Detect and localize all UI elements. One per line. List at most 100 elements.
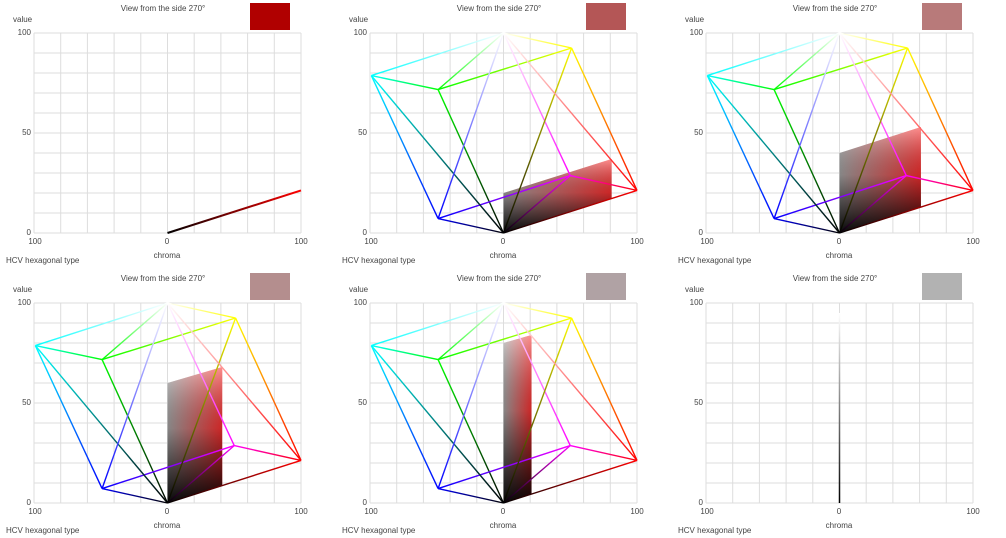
hexagon-edge-K-M: [839, 175, 907, 234]
hexagon-edge-K-G: [437, 89, 505, 234]
hexagon-edge-B-M: [437, 174, 571, 220]
plot-svg: [369, 32, 638, 234]
plot-svg: [705, 302, 974, 504]
hexagon-edge-B-M: [437, 444, 571, 490]
x-tick-label: 0: [836, 507, 842, 516]
hexagon-edge-K-R: [503, 459, 638, 504]
hexagon-edge-C-W: [35, 302, 168, 347]
hexagon-edge-B-C: [34, 345, 103, 489]
hexagon-edge-K-B: [773, 217, 840, 234]
hexagon-edge-R-M: [570, 174, 638, 192]
hexagon-edge-Y-W: [839, 32, 908, 49]
y-tick-label: 50: [694, 128, 703, 137]
hexagon-edge-G-Y: [437, 317, 572, 361]
plot-svg: [33, 302, 302, 504]
color-swatch: [586, 273, 626, 300]
color-point-cloud-shading: [839, 127, 921, 233]
hexagon-edge-G-C: [35, 344, 103, 361]
hexagon-edge-Y-W: [167, 302, 236, 319]
x-tick-label: 100: [966, 237, 980, 246]
hexagon-edge-W-R: [502, 32, 638, 191]
x-axis-label: chroma: [825, 251, 853, 260]
y-axis-label: value: [349, 15, 369, 24]
hexagon-edge-K-Y: [166, 317, 237, 504]
hexagon-edge-K-Y: [502, 317, 573, 504]
x-tick-label: 100: [294, 237, 308, 246]
panel-title: View from the side 270°: [456, 4, 542, 13]
model-type-label: HCV hexagonal type: [6, 526, 80, 535]
hexagon-edge-R-M: [906, 174, 974, 192]
hexagon-edge-W-R: [838, 32, 974, 191]
y-tick-label: 50: [358, 128, 367, 137]
x-tick-label: 100: [700, 237, 714, 246]
hexagon-edge-W-B: [101, 302, 169, 489]
x-tick-label: 0: [164, 507, 170, 516]
color-swatch: [250, 3, 290, 30]
y-tick-label: 0: [362, 498, 367, 507]
hexagon-edge-K-R: [839, 189, 974, 234]
y-tick-label: 100: [17, 298, 31, 307]
hexagon-edge-Y-W: [503, 302, 572, 319]
x-tick-label: 100: [364, 507, 378, 516]
hexagon-edge-W-R: [502, 302, 638, 461]
hexagon-edge-W-G: [437, 32, 504, 91]
hexagon-edge-K-Y: [838, 47, 909, 234]
hexagon-edge-M-W: [166, 302, 235, 446]
hexagon-edge-B-C: [370, 345, 439, 489]
hexagon-edge-K-R: [503, 189, 638, 234]
hexagon-edge-G-C: [371, 74, 439, 91]
y-tick-label: 100: [353, 28, 367, 37]
x-tick-label: 100: [28, 507, 42, 516]
panel-title: View from the side 270°: [120, 274, 206, 283]
y-tick-label: 50: [22, 128, 31, 137]
hexagon-edge-R-M: [234, 444, 302, 462]
plot-svg: [369, 302, 638, 504]
y-axis-label: value: [685, 15, 705, 24]
hexagon-edge-W-B: [773, 32, 841, 219]
x-tick-label: 100: [700, 507, 714, 516]
panel-title: View from the side 270°: [120, 4, 206, 13]
y-tick-label: 100: [17, 28, 31, 37]
x-axis-label: chroma: [489, 521, 517, 530]
color-swatch: [586, 3, 626, 30]
plot-svg: [705, 32, 974, 234]
hexagon-edge-K-B: [101, 487, 168, 504]
hexagon-edge-W-R: [166, 302, 302, 461]
hexagon-edge-C-W: [371, 32, 504, 77]
x-axis-label: chroma: [489, 251, 517, 260]
x-tick-label: 0: [500, 507, 506, 516]
hexagon-edge-R-Y: [570, 317, 638, 461]
hexagon-edge-M-W: [502, 302, 571, 446]
y-tick-label: 50: [358, 398, 367, 407]
color-point-cloud: [167, 189, 302, 234]
x-tick-label: 100: [966, 507, 980, 516]
hexagon-edge-G-C: [371, 344, 439, 361]
y-axis-label: value: [13, 15, 33, 24]
hexagon-edge-C-W: [371, 302, 504, 347]
hexagon-edge-B-M: [773, 174, 907, 220]
hexagon-edge-B-C: [706, 75, 775, 219]
hexagon-edge-G-Y: [773, 47, 908, 91]
y-tick-label: 0: [362, 228, 367, 237]
hexagon-edge-K-R: [167, 459, 302, 504]
chart-panel: View from the side 270° value 100 50 0 1…: [0, 0, 335, 268]
color-swatch: [922, 3, 962, 30]
hexagon-edge-B-M: [101, 444, 235, 490]
model-type-label: HCV hexagonal type: [342, 256, 416, 265]
y-tick-label: 50: [694, 398, 703, 407]
hexagon-edge-G-Y: [101, 317, 236, 361]
color-point-cloud-shading: [503, 335, 532, 503]
x-axis-label: chroma: [825, 521, 853, 530]
hexagon-edge-Y-W: [503, 32, 572, 49]
hexagon-edge-K-G: [101, 359, 169, 504]
hexagon-edge-C-W: [707, 32, 840, 77]
hexagon-edge-W-B: [437, 32, 505, 219]
x-tick-label: 100: [364, 237, 378, 246]
x-tick-label: 0: [836, 237, 842, 246]
model-type-label: HCV hexagonal type: [678, 256, 752, 265]
color-swatch: [250, 273, 290, 300]
x-tick-label: 100: [630, 237, 644, 246]
x-tick-label: 0: [164, 237, 170, 246]
hexagon-edge-K-M: [503, 175, 571, 234]
hexagon-edge-R-M: [570, 444, 638, 462]
